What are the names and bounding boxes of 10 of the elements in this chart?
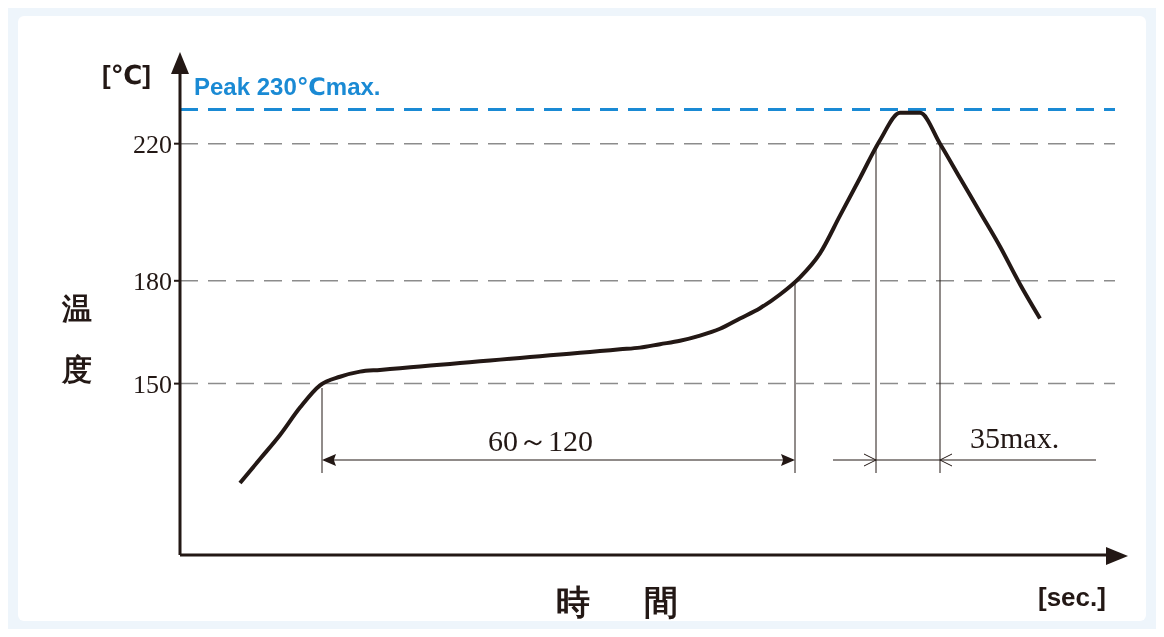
y-tick-label: 180 bbox=[133, 267, 172, 297]
ref-line-label: Peak 230℃max. bbox=[194, 73, 381, 101]
annotation: 60～120 bbox=[488, 423, 593, 459]
y-tick-label: 150 bbox=[133, 369, 172, 399]
x-axis-title: 時間 bbox=[556, 582, 732, 623]
y-tick-label: 220 bbox=[133, 129, 172, 159]
text: [℃] bbox=[102, 60, 151, 91]
text: [sec.] bbox=[1038, 582, 1106, 613]
y-axis-title: 温度 bbox=[60, 270, 95, 386]
annotation: 35max. bbox=[970, 421, 1060, 455]
